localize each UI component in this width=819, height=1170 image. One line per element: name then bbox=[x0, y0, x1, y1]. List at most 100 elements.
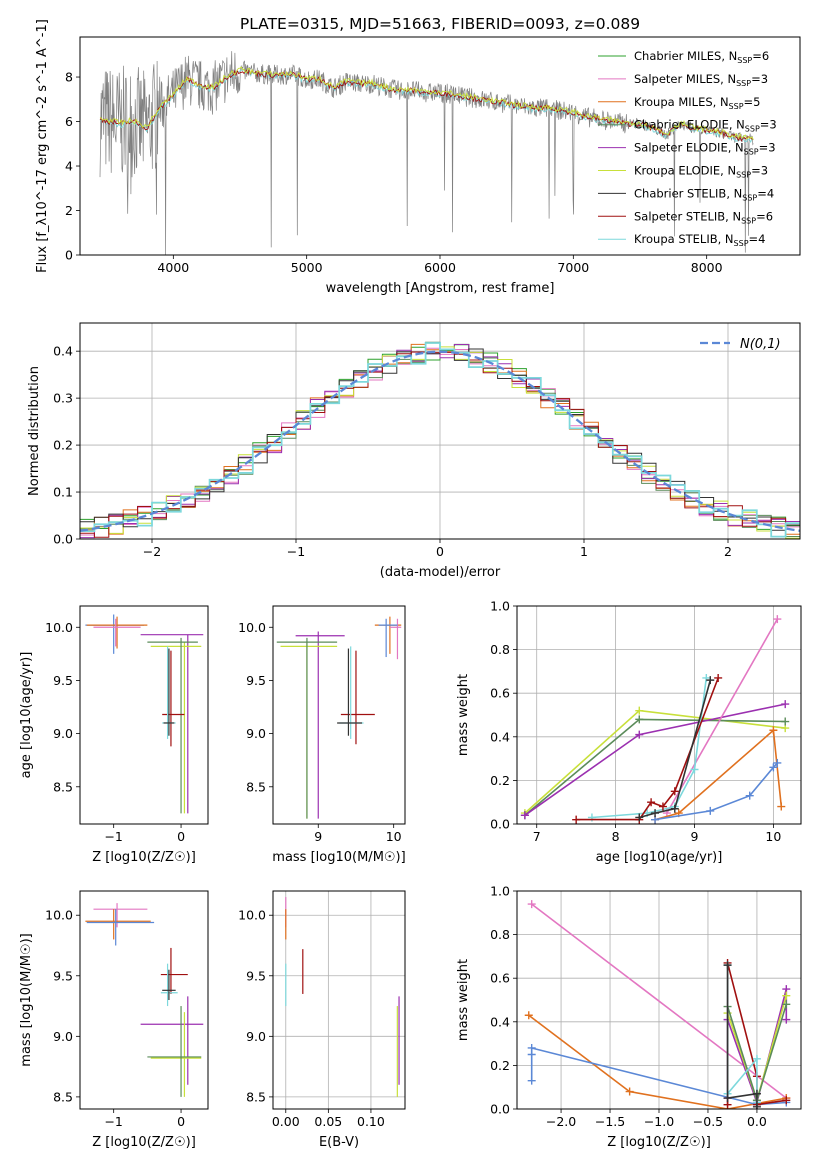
y-tick-label: 0.2 bbox=[490, 1058, 510, 1073]
y-axis-label: mass [log10(M/M☉)] bbox=[19, 933, 34, 1066]
errorbar-point bbox=[280, 642, 338, 819]
weight-marker bbox=[527, 900, 536, 909]
x-tick-label: −1 bbox=[287, 544, 305, 559]
weight-marker bbox=[714, 673, 723, 682]
x-tick-label: 7 bbox=[533, 829, 541, 844]
y-tick-label: 9.0 bbox=[53, 1029, 73, 1044]
x-tick-label: 0 bbox=[177, 829, 185, 844]
weight-marker bbox=[635, 730, 644, 739]
weight-marker bbox=[527, 1076, 536, 1085]
mass_vs_Z-plot-area bbox=[85, 903, 204, 1097]
y-tick-label: 0.1 bbox=[53, 485, 73, 500]
errorbar-point bbox=[276, 637, 338, 819]
legend-label: Kroupa ELODIE, NSSP=3 bbox=[634, 164, 768, 180]
x-axis-label: mass [log10(M/M☉)] bbox=[272, 850, 405, 865]
errorbar-point bbox=[93, 903, 148, 928]
errorbar-point bbox=[85, 909, 151, 940]
weight-marker bbox=[658, 802, 667, 811]
x-tick-label: −2 bbox=[143, 544, 161, 559]
residuals-legend: N(0,1) bbox=[700, 337, 781, 352]
y-tick-label: 10.0 bbox=[238, 620, 266, 635]
weight-marker bbox=[706, 676, 715, 685]
weight-marker bbox=[773, 615, 782, 624]
residuals-panel: −2 −1 0 1 2 0.0 0.1 0.2 0.3 0.4 (data-model)/error… bbox=[27, 322, 801, 580]
y-tick-label: 0.0 bbox=[53, 532, 73, 547]
y-tick-label: 1.0 bbox=[490, 599, 510, 614]
x-tick-label: 6000 bbox=[424, 260, 456, 275]
errorbar-point bbox=[160, 947, 188, 994]
legend-label: Chabrier MILES, NSSP=6 bbox=[634, 49, 769, 65]
x-tick-label: 1 bbox=[580, 544, 588, 559]
errorbar-point bbox=[295, 631, 345, 819]
weight_vs_Z-plot-area bbox=[524, 900, 791, 1109]
weight-marker bbox=[781, 700, 790, 709]
weight-series-line bbox=[524, 718, 786, 816]
y-tick-label: 8.5 bbox=[53, 1089, 73, 1104]
y-tick-label: 1.0 bbox=[490, 884, 510, 899]
y-tick-label: 10.0 bbox=[45, 620, 73, 635]
x-tick-label: 8000 bbox=[691, 260, 723, 275]
x-axis-label: age [log10(age/yr)] bbox=[596, 850, 723, 865]
weight_vs_age-plot-area bbox=[520, 615, 790, 824]
weight-marker bbox=[670, 787, 679, 796]
errorbar-point bbox=[85, 614, 144, 654]
x-axis-label: Z [log10(Z/Z☉)] bbox=[92, 850, 196, 865]
weight-marker bbox=[723, 1094, 732, 1103]
axes-frame bbox=[272, 890, 406, 1110]
weight-marker bbox=[781, 717, 790, 726]
errorbar-point bbox=[150, 642, 202, 814]
y-tick-label: 9.0 bbox=[246, 726, 266, 741]
legend-label: Salpeter MILES, NSSP=3 bbox=[634, 72, 768, 88]
y-tick-label: 9.5 bbox=[53, 673, 73, 688]
legend-label: Kroupa MILES, NSSP=5 bbox=[634, 95, 760, 111]
legend-label: N(0,1) bbox=[740, 337, 781, 352]
weight-marker bbox=[782, 991, 791, 1000]
x-tick-label: 0.10 bbox=[357, 1114, 385, 1129]
y-tick-label: 9.5 bbox=[53, 968, 73, 983]
spectrum-plot-area bbox=[99, 51, 754, 255]
errorbar-point bbox=[86, 909, 155, 946]
y-tick-label: 0 bbox=[65, 248, 73, 263]
y-tick-label: 8.5 bbox=[53, 779, 73, 794]
y-tick-label: 0.4 bbox=[53, 344, 73, 359]
y-tick-label: 0.4 bbox=[490, 729, 510, 744]
errorbar-point bbox=[162, 969, 176, 1000]
weight-marker bbox=[769, 763, 778, 772]
x-axis-label: Z [log10(Z/Z☉)] bbox=[607, 1135, 711, 1150]
histogram-step bbox=[80, 342, 800, 538]
x-tick-label: 2 bbox=[724, 544, 732, 559]
weight-marker bbox=[706, 806, 715, 815]
weight-series-line bbox=[654, 728, 783, 821]
weight-marker bbox=[723, 961, 732, 970]
weight_vs_age-panel: 7 8 9 10 0.0 0.2 0.4 0.6 0.8 1.0 age [log10(age/yr… bbox=[456, 599, 802, 865]
weight-series-line bbox=[591, 677, 708, 819]
weight-marker bbox=[690, 765, 699, 774]
y-tick-label: 0.3 bbox=[53, 391, 73, 406]
y-tick-label: 6 bbox=[65, 114, 73, 129]
y-tick-label: 0.8 bbox=[490, 927, 510, 942]
x-tick-label: 0.0 bbox=[747, 1114, 767, 1129]
spectrum-data-line bbox=[99, 51, 754, 255]
x-axis-label: (data-model)/error bbox=[380, 565, 501, 580]
weight-marker bbox=[769, 726, 778, 735]
weight-marker bbox=[651, 809, 660, 818]
x-tick-label: 9 bbox=[691, 829, 699, 844]
y-tick-label: 0.0 bbox=[490, 1102, 510, 1117]
errorbar-point bbox=[340, 650, 375, 745]
weight-marker bbox=[635, 706, 644, 715]
weight-series-line bbox=[639, 679, 712, 819]
weight-series-line bbox=[726, 965, 758, 1107]
weight-marker bbox=[625, 1087, 634, 1096]
weight-marker bbox=[752, 1102, 761, 1109]
y-tick-label: 0.6 bbox=[490, 686, 510, 701]
y-tick-label: 4 bbox=[65, 159, 73, 174]
x-tick-label: −1.0 bbox=[644, 1114, 674, 1129]
x-tick-label: −1 bbox=[104, 829, 122, 844]
residuals-plot-area bbox=[80, 341, 800, 539]
weight-marker bbox=[572, 815, 581, 824]
x-tick-label: 10 bbox=[386, 829, 402, 844]
x-tick-label: −2.0 bbox=[546, 1114, 576, 1129]
y-axis-label: Flux [f_λ10^-17 erg cm^-2 s^-1 A^-1] bbox=[35, 19, 50, 273]
axes-frame bbox=[79, 322, 801, 540]
